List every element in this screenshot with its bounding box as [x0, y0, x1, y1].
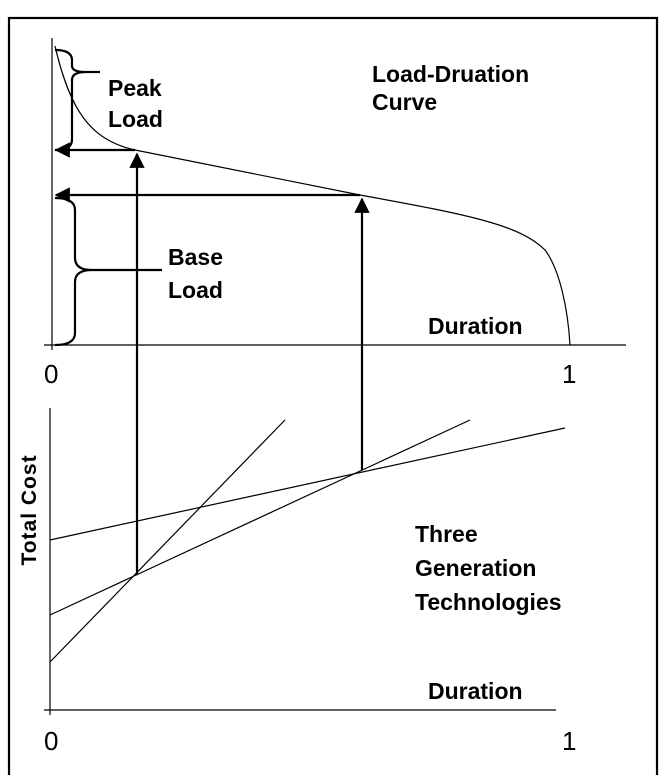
axis-label: Total Cost [18, 454, 41, 565]
label: Load [168, 277, 223, 303]
tick-label: 0 [44, 726, 58, 756]
frame [7, 16, 659, 775]
label: Curve [372, 89, 437, 115]
label: Load-Druation [372, 61, 529, 87]
cost-line [49, 419, 286, 663]
label: Base [168, 244, 223, 270]
cost-line [49, 419, 471, 616]
load-duration-curve [54, 45, 571, 346]
base-brace [54, 196, 93, 347]
label: Three [415, 521, 478, 547]
axis-label: Duration [428, 313, 523, 339]
tick-label: 1 [562, 359, 576, 389]
label: Technologies [415, 589, 562, 615]
cost-line [49, 427, 566, 541]
tick-label: 1 [562, 726, 576, 756]
tick-label: 0 [44, 359, 58, 389]
label: Load [108, 106, 163, 132]
axis-label: Duration [428, 678, 523, 704]
label: Peak [108, 75, 162, 101]
label: Generation [415, 555, 536, 581]
